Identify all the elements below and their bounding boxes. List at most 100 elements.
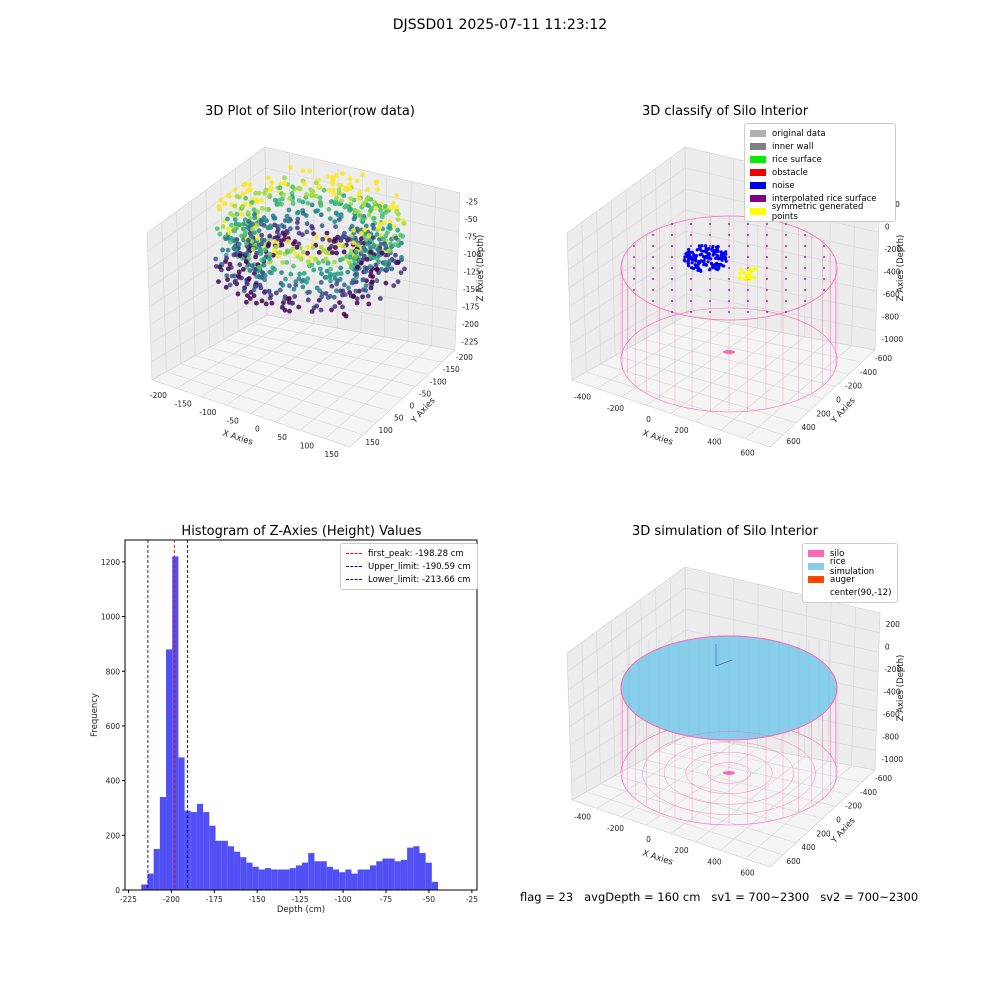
noise-point: [707, 246, 711, 251]
raw-data-point: [330, 175, 335, 181]
noise-point: [692, 258, 696, 262]
z-axis-label: Z Axies (Depth): [476, 235, 486, 302]
y-tick-label: -200: [845, 382, 862, 391]
grid-line: [686, 293, 876, 331]
legend-label: rice simulation: [829, 556, 875, 577]
raw-data-point: [368, 273, 373, 279]
raw-data-point: [280, 282, 286, 288]
raw-data-point: [301, 181, 307, 187]
legend-swatch: [750, 143, 766, 150]
z-tick-label: -225: [461, 337, 478, 346]
raw-data-point: [349, 262, 354, 268]
interpolated-surface-point: [823, 256, 825, 258]
y-tick-label: -200: [845, 802, 862, 811]
raw-data-point: [296, 304, 302, 310]
floor-pane: [151, 314, 456, 448]
raw-data-point: [316, 297, 322, 303]
legend-item: Lower_limit: -213.66 cm: [346, 573, 472, 586]
histogram-bar: [413, 846, 420, 890]
raw-data-point: [232, 187, 238, 193]
x-tick-label: -200: [607, 824, 624, 833]
interpolated-surface-point: [652, 300, 654, 302]
raw-data-point: [392, 242, 398, 247]
raw-data-point: [244, 299, 249, 305]
raw-data-point: [279, 242, 285, 248]
noise-point: [719, 250, 723, 254]
raw-data-point: [286, 218, 292, 224]
raw-data-point: [356, 288, 362, 294]
raw-data-point: [257, 246, 263, 252]
raw-data-point: [326, 187, 332, 193]
interpolated-surface-point: [728, 300, 730, 302]
raw-data-point: [227, 261, 233, 267]
raw-data-point: [300, 284, 306, 290]
raw-data-point: [379, 266, 384, 272]
raw-data-point: [371, 216, 376, 221]
raw-data-point: [361, 202, 367, 208]
grid-line: [407, 181, 412, 342]
raw-data-point: [328, 278, 333, 284]
histogram-bar: [308, 853, 315, 890]
raw-data-point: [329, 307, 334, 313]
histogram-bar: [240, 857, 247, 890]
raw-data-point: [355, 264, 360, 270]
interpolated-surface-point: [671, 223, 673, 225]
raw-data-point: [287, 196, 293, 201]
raw-data-point: [336, 242, 342, 248]
noise-point: [685, 254, 689, 258]
raw-data-point: [389, 244, 395, 250]
noise-point: [686, 260, 690, 264]
legend-swatch: [750, 208, 766, 215]
raw-data-point: [363, 247, 368, 253]
symmetric-point: [747, 267, 751, 271]
raw-data-point: [378, 208, 383, 213]
interpolated-surface-point: [652, 234, 654, 236]
raw-data-point: [223, 259, 228, 264]
raw-data-point: [256, 228, 262, 234]
raw-data-point: [266, 237, 272, 243]
histogram-bar: [388, 858, 395, 890]
grid-line: [569, 230, 687, 307]
raw-data-point: [334, 195, 339, 201]
noise-point: [708, 268, 712, 272]
raw-data-point: [327, 237, 332, 243]
legend-swatch: [750, 195, 766, 202]
noise-point: [687, 250, 692, 254]
raw-data-point: [307, 168, 313, 174]
interpolated-surface-point: [728, 223, 730, 225]
raw-data-point: [370, 222, 376, 228]
histogram-bar: [166, 649, 173, 890]
raw-data-point: [352, 235, 358, 241]
interpolated-surface-point: [766, 311, 768, 313]
raw-data-point: [268, 185, 274, 191]
raw-data-point: [236, 273, 242, 279]
raw-data-point: [342, 185, 348, 191]
raw-data-point: [276, 197, 282, 203]
raw-data-point: [277, 287, 283, 293]
raw-data-point: [288, 165, 293, 170]
raw-data-point: [251, 207, 257, 213]
raw-data-point: [313, 208, 318, 214]
raw-data-point: [381, 237, 386, 242]
raw-data-point: [313, 193, 319, 199]
raw-data-point: [281, 224, 287, 230]
raw-data-point: [218, 197, 224, 203]
grid-line: [300, 341, 409, 431]
raw-data-point: [317, 199, 323, 205]
legend-item: rice simulation: [808, 557, 892, 577]
raw-data-point: [259, 232, 265, 238]
raw-data-point: [282, 307, 288, 313]
grid-line: [658, 750, 849, 795]
raw-data-point: [286, 296, 291, 302]
silo-top-rim: [620, 215, 838, 321]
raw-data-point: [394, 193, 399, 199]
histogram-bar: [190, 812, 197, 890]
raw-data-point: [395, 260, 401, 266]
raw-data-point: [310, 225, 315, 231]
raw-data-point: [341, 243, 346, 249]
x-tick-label: 50: [277, 433, 287, 442]
raw-data-point: [292, 294, 298, 299]
raw-data-point: [292, 239, 298, 244]
raw-data-point: [234, 194, 240, 199]
